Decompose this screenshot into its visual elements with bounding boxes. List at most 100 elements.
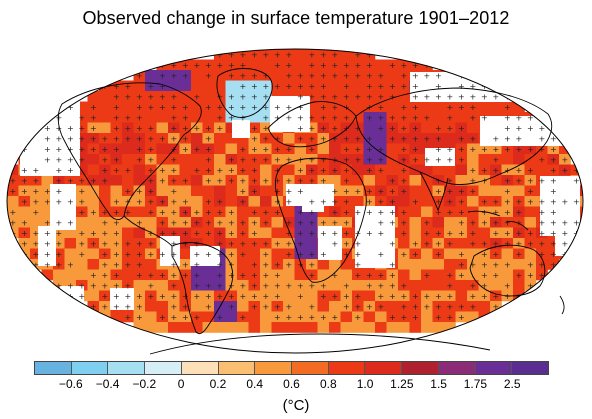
significance-marker: +: [239, 313, 246, 322]
grid-cell: [409, 143, 422, 155]
grid-cell: [76, 164, 88, 176]
grid-cell: [271, 133, 284, 144]
grid-cell: [99, 175, 111, 186]
grid-cell: [294, 49, 307, 60]
grid-cell: [179, 290, 192, 302]
grid-cell: [501, 175, 514, 186]
grid-cell: [237, 196, 249, 207]
grid-cell: [409, 59, 422, 71]
significance-marker: +: [446, 302, 453, 311]
grid-cell: [283, 133, 295, 144]
significance-marker: +: [504, 218, 511, 227]
grid-cell: [340, 269, 353, 281]
grid-cell: [283, 227, 295, 239]
significance-marker: +: [297, 92, 304, 101]
significance-marker: +: [44, 239, 51, 248]
grid-cell: [76, 185, 88, 197]
grid-cell: [202, 227, 215, 239]
grid-cell: [283, 259, 295, 270]
significance-marker: +: [182, 313, 189, 322]
grid-cell: [306, 91, 318, 102]
significance-marker: +: [67, 155, 74, 164]
significance-marker: +: [136, 155, 143, 164]
grid-cell: [513, 227, 525, 239]
grid-cell: [536, 164, 548, 176]
grid-cell: [99, 206, 111, 218]
grid-cell: [248, 227, 261, 239]
grid-cell: [168, 175, 180, 186]
grid-cell: [455, 280, 468, 291]
grid-cell: [248, 122, 261, 134]
grid-cell: [432, 259, 445, 270]
grid-cell: [53, 248, 65, 260]
grid-cell: [225, 112, 238, 123]
significance-marker: +: [170, 208, 177, 217]
grid-cell: [513, 101, 525, 113]
grid-cell: [133, 227, 146, 239]
grid-cell: [87, 175, 100, 186]
grid-cell: [179, 133, 192, 144]
grid-cell: [156, 185, 169, 197]
grid-cell: [156, 322, 169, 333]
grid-cell: [524, 154, 537, 165]
significance-marker: +: [124, 250, 131, 259]
grid-cell: [363, 122, 376, 134]
significance-marker: +: [285, 71, 292, 80]
grid-cell: [87, 185, 100, 197]
grid-cell: [237, 175, 249, 186]
grid-cell: [306, 175, 318, 186]
colorbar-tick-label: −0.6: [58, 377, 83, 391]
grid-cell: [409, 101, 422, 113]
significance-marker: +: [170, 187, 177, 196]
grid-cell: [260, 133, 272, 144]
colorbar-bin-11: [438, 362, 476, 374]
significance-marker: +: [320, 313, 327, 322]
grid-cell: [467, 311, 479, 323]
significance-marker: +: [412, 61, 419, 70]
grid-cell: [225, 238, 238, 249]
significance-marker: +: [481, 292, 488, 301]
grid-cell: [110, 80, 123, 92]
grid-cell: [283, 143, 295, 155]
significance-marker: +: [400, 292, 407, 301]
temperature-map: + + + + + + + + + + + + + + + + + + + + + + + + + + + + + + + + + + + + + + + +…: [0, 36, 592, 366]
grid-cell: [501, 143, 514, 155]
significance-marker: +: [435, 229, 442, 238]
grid-cell: [340, 196, 353, 207]
grid-cell: [271, 143, 284, 155]
significance-marker: +: [354, 134, 361, 143]
grid-cell: [271, 80, 284, 92]
significance-marker: +: [193, 92, 200, 101]
significance-marker: +: [446, 155, 453, 164]
significance-marker: +: [550, 187, 557, 196]
grid-cell: [340, 143, 353, 155]
grid-cell: [168, 185, 180, 197]
significance-marker: +: [78, 187, 85, 196]
significance-marker: +: [136, 71, 143, 80]
significance-marker: +: [527, 113, 534, 122]
grid-cell: [225, 143, 238, 155]
significance-marker: +: [343, 92, 350, 101]
significance-marker: +: [90, 145, 97, 154]
grid-cell: [191, 80, 203, 92]
missing-data-cell: [270, 96, 310, 132]
significance-marker: +: [90, 176, 97, 185]
grid-cell: [352, 80, 364, 92]
colorbar-bin-6: [255, 362, 293, 374]
significance-marker: +: [297, 166, 304, 175]
grid-cell: [398, 133, 410, 144]
significance-marker: +: [136, 250, 143, 259]
significance-marker: +: [159, 92, 166, 101]
grid-cell: [225, 217, 238, 228]
grid-cell: [122, 175, 134, 186]
world-map-svg: + + + + + + + + + + + ++ + + + + + + + + + + + + + + + + + + ++ + + + + + + +…: [6, 48, 584, 355]
significance-marker: +: [481, 260, 488, 269]
significance-marker: +: [228, 292, 235, 301]
significance-marker: +: [308, 281, 315, 290]
grid-cell: [248, 49, 261, 60]
significance-marker: +: [113, 82, 120, 91]
grid-cell: [214, 206, 226, 218]
grid-cell: [145, 259, 157, 270]
grid-cell: [99, 112, 111, 123]
significance-marker: +: [113, 124, 120, 133]
